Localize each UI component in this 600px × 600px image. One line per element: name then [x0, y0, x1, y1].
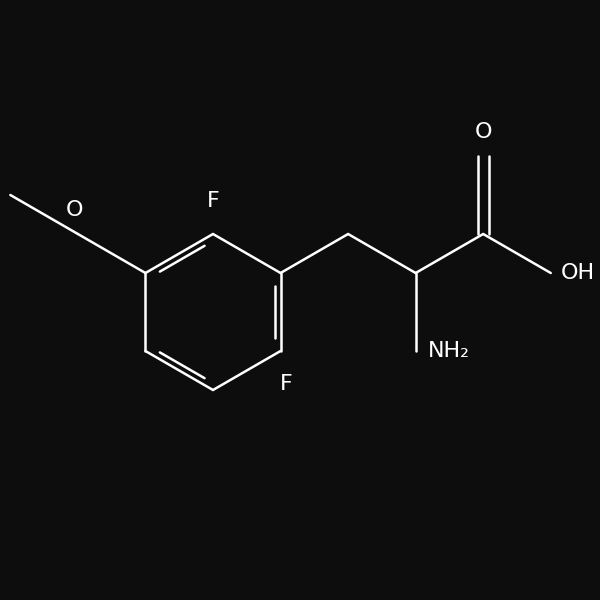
Text: O: O — [66, 200, 83, 220]
Text: NH₂: NH₂ — [428, 341, 470, 361]
Text: O: O — [475, 122, 492, 142]
Text: OH: OH — [560, 263, 595, 283]
Text: F: F — [280, 374, 293, 394]
Text: F: F — [206, 191, 220, 211]
